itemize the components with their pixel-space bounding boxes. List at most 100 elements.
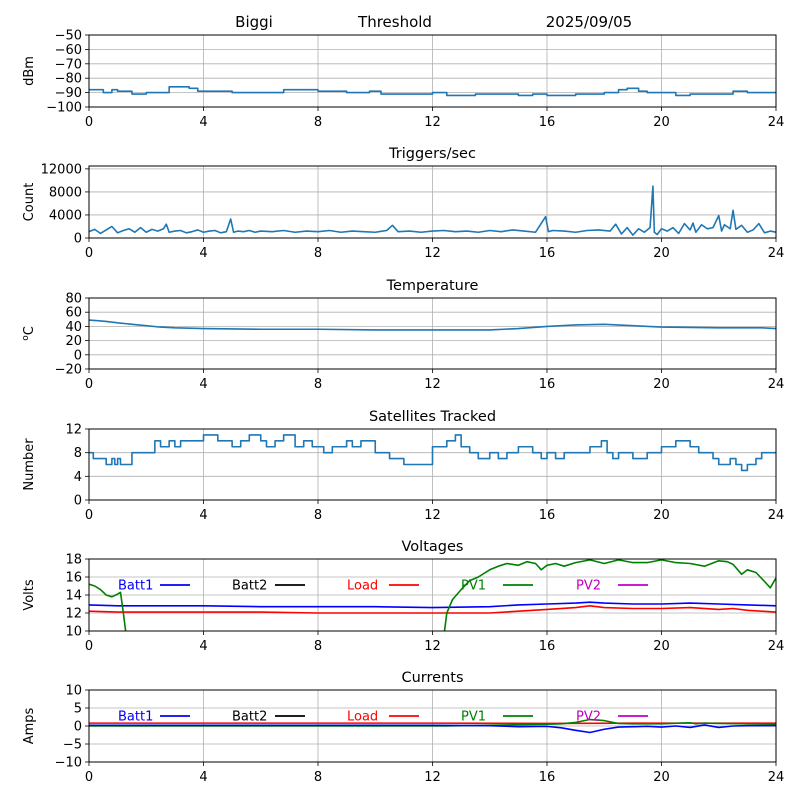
- y-axis-label: oC: [21, 326, 37, 341]
- x-tick-label: 20: [653, 115, 670, 130]
- y-tick-label: 80: [65, 292, 82, 307]
- axes-frame: [88, 428, 777, 501]
- legend-label-pv2: PV2: [576, 579, 601, 594]
- chart-title: Currents: [401, 670, 463, 686]
- series-line: [89, 86, 776, 97]
- x-tick-label: 0: [85, 246, 93, 261]
- x-tick-label: 0: [85, 377, 93, 392]
- series-line-batt1: [89, 601, 776, 609]
- y-tick-label: −5: [63, 738, 82, 753]
- chart-title: Satellites Tracked: [369, 409, 496, 425]
- y-tick-label: −20: [55, 363, 82, 378]
- y-axis-label: dBm: [22, 56, 37, 86]
- y-tick-label: 8: [74, 446, 82, 461]
- series-line-batt1: [89, 724, 776, 734]
- x-tick-label: 24: [768, 246, 785, 261]
- y-tick-label: −60: [55, 43, 82, 58]
- y-tick-label: 0: [74, 720, 82, 735]
- y-axis-label: Number: [22, 438, 37, 491]
- legend-label-load: Load: [347, 710, 378, 725]
- x-tick-label: 8: [314, 115, 322, 130]
- y-tick-label: 16: [65, 571, 82, 586]
- x-tick-label: 16: [539, 246, 556, 261]
- y-tick-label: 0: [74, 494, 82, 509]
- x-tick-label: 8: [314, 246, 322, 261]
- x-tick-label: 0: [85, 508, 93, 523]
- y-tick-label: 12: [65, 423, 82, 438]
- chart-title: Temperature: [386, 278, 479, 294]
- y-tick-label: 12000: [41, 162, 82, 177]
- x-tick-label: 12: [424, 639, 441, 654]
- chart-threshold: −100−90−80−70−60−50 0 4 8 12 16 20 24 dBm: [22, 29, 784, 131]
- axes-frame: [88, 558, 777, 632]
- x-tick-label: 16: [539, 508, 556, 523]
- legend-label-batt1: Batt1: [118, 710, 153, 725]
- legend-label-pv1: PV1: [461, 710, 486, 725]
- x-tick-label: 4: [199, 508, 207, 523]
- x-tick-label: 16: [539, 770, 556, 785]
- series-group: [89, 319, 776, 331]
- y-axis-label: Amps: [22, 707, 37, 744]
- axes-frame: [88, 689, 777, 763]
- legend-label-pv2: PV2: [576, 710, 601, 725]
- chart-voltages: Voltages 10 12 14 16 18 0 4 8 12 16 20 24 Volts Batt1 B…: [22, 539, 784, 654]
- x-tick-label: 24: [768, 770, 785, 785]
- y-tick-label: 4000: [49, 208, 82, 223]
- figure-subtitle: Threshold: [357, 13, 432, 31]
- chart-triggers: Triggers/sec 0 4000 8000 12000 0 4 8 12 16 20 24 Cou…: [22, 146, 784, 261]
- y-axis-label: Volts: [22, 579, 37, 611]
- y-tick-label: 40: [65, 320, 82, 335]
- y-tick-label: 20: [65, 334, 82, 349]
- y-tick-label: 0: [74, 348, 82, 363]
- x-tick-label: 8: [314, 508, 322, 523]
- legend-label-batt1: Batt1: [118, 579, 153, 594]
- x-tick-label: 8: [314, 377, 322, 392]
- x-tick-label: 4: [199, 377, 207, 392]
- x-tick-label: 16: [539, 639, 556, 654]
- axes-frame: [88, 165, 777, 239]
- series-group: [89, 559, 776, 631]
- x-tick-label: 4: [199, 770, 207, 785]
- axes-frame: [88, 297, 777, 370]
- series-line-load: [89, 605, 776, 614]
- y-tick-label: 8000: [49, 185, 82, 200]
- x-tick-label: 20: [653, 770, 670, 785]
- x-tick-label: 8: [314, 639, 322, 654]
- series-group: [89, 185, 776, 236]
- x-tick-label: 12: [424, 377, 441, 392]
- x-tick-label: 20: [653, 246, 670, 261]
- x-tick-label: 4: [199, 639, 207, 654]
- chart-title: Triggers/sec: [388, 146, 476, 162]
- y-tick-label: 5: [74, 702, 82, 717]
- x-tick-label: 24: [768, 115, 785, 130]
- x-tick-label: 0: [85, 639, 93, 654]
- chart-satellites: Satellites Tracked 0 4 8 12 0 4 8 12 16 20 24 Number: [22, 409, 784, 523]
- series-group: [89, 434, 776, 472]
- series-line-pv1: [89, 559, 776, 631]
- x-tick-label: 16: [539, 377, 556, 392]
- y-axis-label: Count: [22, 183, 37, 222]
- chart-panels: −100−90−80−70−60−500 4 8 12 16 20 24dBmTrigger…: [21, 29, 784, 786]
- x-tick-label: 12: [424, 115, 441, 130]
- x-tick-label: 12: [424, 246, 441, 261]
- y-tick-label: −90: [55, 86, 82, 101]
- legend-label-batt2: Batt2: [232, 710, 267, 725]
- x-tick-label: 20: [653, 508, 670, 523]
- series-line: [89, 185, 776, 236]
- x-tick-label: 24: [768, 639, 785, 654]
- y-tick-label: −70: [55, 57, 82, 72]
- legend-label-batt2: Batt2: [232, 579, 267, 594]
- y-tick-label: 14: [65, 589, 82, 604]
- legend-label-pv1: PV1: [461, 579, 486, 594]
- x-tick-label: 12: [424, 770, 441, 785]
- series-line: [89, 319, 776, 331]
- x-tick-label: 0: [85, 770, 93, 785]
- chart-currents: Currents −10 −5 0 5 10 0 4 8 12 16 20 24 Amps Batt1 Bat…: [22, 670, 784, 785]
- x-tick-label: 20: [653, 377, 670, 392]
- x-tick-label: 4: [199, 115, 207, 130]
- y-tick-label: 4: [74, 470, 82, 485]
- series-group: [89, 718, 776, 734]
- y-tick-label: 12: [65, 607, 82, 622]
